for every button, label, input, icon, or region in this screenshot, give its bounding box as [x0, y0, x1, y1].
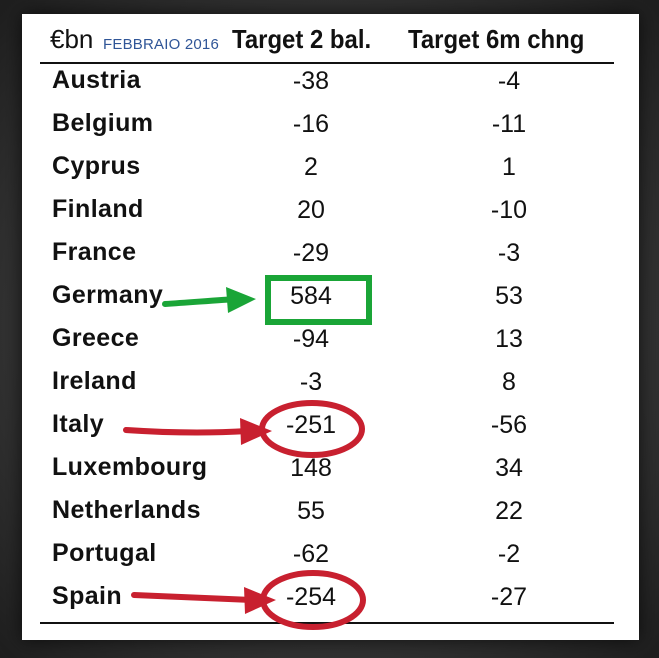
date-annotation: FEBBRAIO 2016	[103, 36, 219, 53]
table-row: Netherlands 55 22	[0, 490, 659, 533]
target-6m-change-value: -4	[497, 67, 521, 95]
country-name: Netherlands	[52, 496, 201, 524]
target2-balance-value: -62	[292, 540, 330, 568]
target2-balance-value: 584	[290, 282, 332, 310]
target-6m-change-value: -10	[490, 196, 528, 224]
column-header-target2-balance: Target 2 bal.	[232, 24, 372, 54]
country-name: Italy	[52, 410, 105, 438]
country-name: France	[52, 238, 137, 266]
table-row: Germany 584 53	[0, 275, 659, 318]
country-name: Luxembourg	[52, 453, 208, 481]
table-row: Belgium -16 -11	[0, 103, 659, 146]
table-row: Greece -94 13	[0, 318, 659, 361]
target-6m-change-value: 8	[502, 368, 516, 396]
unit-label: €bn	[50, 24, 94, 54]
target2-balance-value: -3	[299, 368, 323, 396]
target-6m-change-value: -2	[497, 540, 521, 568]
country-name: Greece	[52, 324, 140, 352]
country-name: Ireland	[52, 367, 137, 395]
target-6m-change-value: -56	[490, 411, 528, 439]
table-row: Italy -251 -56	[0, 404, 659, 447]
country-name: Austria	[52, 66, 141, 94]
country-name: Portugal	[52, 539, 157, 567]
target2-balance-value: -254	[285, 583, 337, 611]
table-row: Finland 20 -10	[0, 189, 659, 232]
table-row: Ireland -3 8	[0, 361, 659, 404]
target-6m-change-value: 1	[502, 153, 516, 181]
target-6m-change-value: -27	[490, 583, 528, 611]
table-card	[22, 14, 639, 640]
table-row: Spain -254 -27	[0, 576, 659, 619]
table-row: Luxembourg 148 34	[0, 447, 659, 490]
target2-balance-value: 55	[297, 497, 325, 525]
target2-balance-value: 2	[304, 153, 318, 181]
target2-balance-value: -29	[292, 239, 330, 267]
country-name: Germany	[52, 281, 164, 309]
target-6m-change-value: 34	[495, 454, 523, 482]
table-row: France -29 -3	[0, 232, 659, 275]
table-row: Austria -38 -4	[0, 60, 659, 103]
target-6m-change-value: 13	[495, 325, 523, 353]
country-name: Finland	[52, 195, 144, 223]
target2-balance-value: -38	[292, 67, 330, 95]
bottom-rule	[40, 622, 614, 624]
target2-balance-value: 148	[290, 454, 332, 482]
target2-balance-value: 20	[297, 196, 325, 224]
country-name: Cyprus	[52, 152, 141, 180]
target-6m-change-value: -11	[491, 110, 527, 138]
country-name: Spain	[52, 582, 123, 610]
target2-balance-value: -94	[292, 325, 330, 353]
header-rule	[40, 62, 614, 64]
target-6m-change-value: 53	[495, 282, 523, 310]
table-row: Portugal -62 -2	[0, 533, 659, 576]
target-6m-change-value: -3	[497, 239, 521, 267]
target2-balance-value: -16	[292, 110, 330, 138]
country-name: Belgium	[52, 109, 154, 137]
target-6m-change-value: 22	[495, 497, 523, 525]
table-row: Cyprus 2 1	[0, 146, 659, 189]
target2-balance-value: -251	[285, 411, 337, 439]
column-header-target-6m-change: Target 6m chng	[408, 24, 585, 54]
